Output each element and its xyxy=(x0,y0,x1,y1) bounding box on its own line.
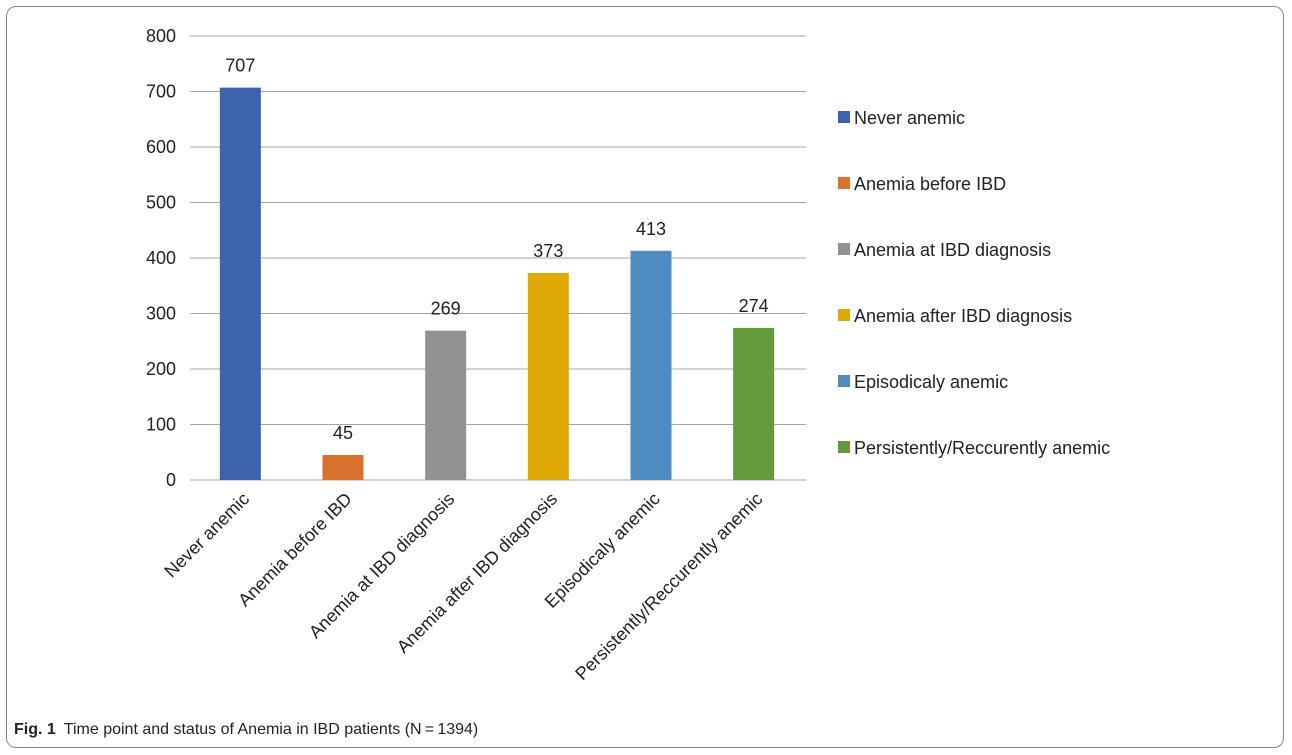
data-label: 269 xyxy=(431,299,461,319)
x-tick-label: Episodicaly anemic xyxy=(541,489,664,612)
figure-number: Fig. 1 xyxy=(14,721,56,738)
legend-label: Persistently/Reccurently anemic xyxy=(854,438,1110,458)
y-tick-label: 200 xyxy=(146,359,176,379)
figure-caption-text: Time point and status of Anemia in IBD p… xyxy=(63,721,479,738)
data-label: 373 xyxy=(533,241,563,261)
x-tick-label: Persistently/Reccurently anemic xyxy=(571,489,766,684)
data-label: 274 xyxy=(739,296,769,316)
bar-chart: 0 100 200 300 400 500 600 700 800 707 45 269 373 413… xyxy=(146,26,1110,684)
y-tick-label: 100 xyxy=(146,415,176,435)
y-tick-label: 400 xyxy=(146,248,176,268)
data-labels: 707 45 269 373 413 274 xyxy=(225,56,768,443)
legend-swatch xyxy=(838,243,850,255)
y-tick-label: 500 xyxy=(146,193,176,213)
legend-swatch xyxy=(838,375,850,387)
figure-caption: Fig. 1 Time point and status of Anemia in… xyxy=(14,721,478,739)
bar-5 xyxy=(630,250,672,480)
bar-6 xyxy=(733,327,775,480)
legend-label: Anemia before IBD xyxy=(854,174,1006,194)
legend-swatch xyxy=(838,441,850,453)
y-tick-label: 600 xyxy=(146,137,176,157)
bar-1 xyxy=(219,87,261,481)
data-label: 707 xyxy=(225,56,255,76)
legend-label: Episodicaly anemic xyxy=(854,372,1008,392)
bar-2 xyxy=(322,455,364,480)
y-axis-tick-labels: 0 100 200 300 400 500 600 700 800 xyxy=(146,26,176,490)
legend-label: Anemia after IBD diagnosis xyxy=(854,306,1072,326)
legend-swatch xyxy=(838,309,850,321)
bars xyxy=(219,87,775,481)
bar-3 xyxy=(425,330,467,480)
y-tick-label: 700 xyxy=(146,82,176,102)
legend-label: Anemia at IBD diagnosis xyxy=(854,240,1051,260)
data-label: 413 xyxy=(636,219,666,239)
grid-lines xyxy=(190,35,806,481)
x-tick-label: Never anemic xyxy=(160,489,253,582)
legend-label: Never anemic xyxy=(854,108,965,128)
y-tick-label: 300 xyxy=(146,304,176,324)
x-tick-label: Anemia before IBD xyxy=(234,489,356,611)
legend-swatch xyxy=(838,177,850,189)
legend-swatch xyxy=(838,111,850,123)
y-tick-label: 0 xyxy=(166,470,176,490)
legend: Never anemic Anemia before IBD Anemia at I… xyxy=(838,108,1110,458)
data-label: 45 xyxy=(333,423,353,443)
bar-4 xyxy=(527,272,569,480)
y-tick-label: 800 xyxy=(146,26,176,46)
